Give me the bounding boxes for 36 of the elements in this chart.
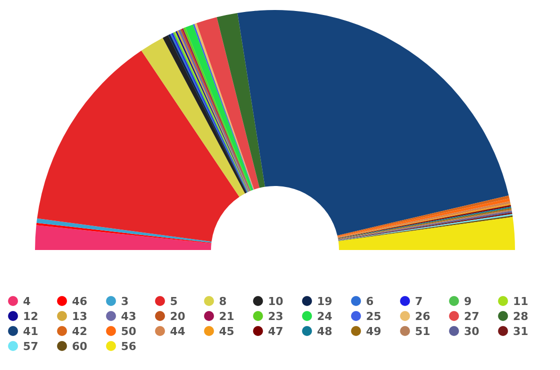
- legend-label: 3: [120, 294, 130, 309]
- legend-label: 43: [120, 309, 138, 324]
- legend-label: 23: [267, 309, 284, 324]
- legend-label: 47: [267, 324, 284, 339]
- legend-label: 45: [218, 324, 236, 339]
- legend-label: 49: [365, 324, 382, 339]
- legend-label: 9: [463, 294, 473, 309]
- legend-label: 51: [414, 324, 432, 339]
- legend-label: 30: [463, 324, 480, 339]
- legend-label: 21: [218, 309, 236, 324]
- legend-label: 31: [512, 324, 530, 339]
- legend-label: 11: [512, 294, 530, 309]
- legend-label: 12: [22, 309, 40, 324]
- legend-label: 13: [71, 309, 88, 324]
- legend-label: 57: [22, 339, 40, 354]
- legend-label: 41: [22, 324, 40, 339]
- legend-label: 4: [22, 294, 32, 309]
- legend-label: 8: [218, 294, 228, 309]
- legend-label: 42: [71, 324, 88, 339]
- legend-label: 50: [120, 324, 138, 339]
- legend-label: 19: [316, 294, 334, 309]
- legend-label: 24: [316, 309, 334, 324]
- legend-label: 28: [512, 309, 530, 324]
- legend-label: 25: [365, 309, 382, 324]
- legend-label: 27: [463, 309, 480, 324]
- legend-label: 6: [365, 294, 375, 309]
- legend-label: 5: [169, 294, 179, 309]
- legend-label: 46: [71, 294, 88, 309]
- legend-label: 44: [169, 324, 186, 339]
- legend-label: 10: [267, 294, 284, 309]
- legend-label: 60: [71, 339, 88, 354]
- legend-label: 20: [169, 309, 186, 324]
- legend-label: 26: [414, 309, 432, 324]
- legend-label: 48: [316, 324, 334, 339]
- legend-label: 56: [120, 339, 138, 354]
- legend-label: 7: [414, 294, 424, 309]
